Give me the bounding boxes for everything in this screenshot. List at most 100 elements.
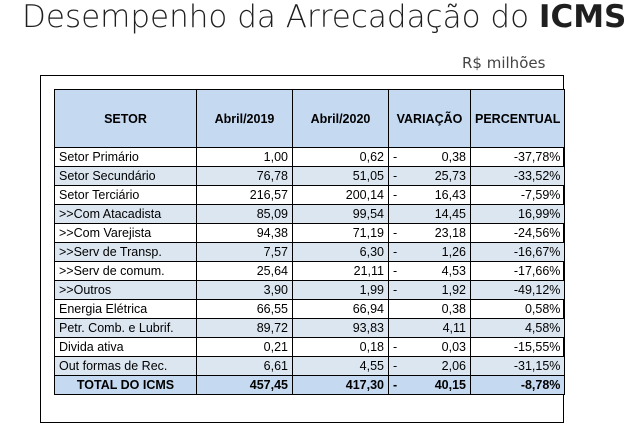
variacao-value: 0,03 <box>441 340 466 354</box>
cell-abril-2019: 85,09 <box>196 204 293 224</box>
variacao-value: 1,92 <box>441 283 466 297</box>
cell-variacao: 0,38 <box>388 299 471 319</box>
cell-percentual: 0,58% <box>469 299 566 319</box>
title-prefix: Desempenho da Arrecadação do <box>22 0 539 35</box>
cell-abril-2019: 7,57 <box>196 242 293 262</box>
cell-setor: Setor Terciário <box>54 185 197 205</box>
cell-abril-2020: 71,19 <box>292 223 389 243</box>
cell-setor: TOTAL DO ICMS <box>54 375 197 395</box>
variacao-value: 0,38 <box>441 302 466 316</box>
cell-abril-2019: 0,21 <box>196 337 293 357</box>
variacao-value: 0,38 <box>441 150 466 164</box>
cell-setor: Petr. Comb. e Lubrif. <box>54 318 197 338</box>
table-row: >>Com Atacadista 85,09 99,54 14,45 16,99% <box>54 204 566 224</box>
table-row: Setor Terciário 216,57 200,14- 16,43 -7,59% <box>54 185 566 205</box>
variacao-sign: - <box>393 378 398 392</box>
cell-abril-2020: 200,14 <box>292 185 389 205</box>
table-row: >>Serv de comum. 25,64 21,11- 4,53 -17,66% <box>54 261 566 281</box>
cell-percentual: -49,12% <box>469 280 566 300</box>
unit-label: R$ milhões <box>462 54 546 72</box>
cell-setor: >>Com Varejista <box>54 223 197 243</box>
cell-abril-2020: 6,30 <box>292 242 389 262</box>
variacao-sign: - <box>393 226 398 240</box>
cell-abril-2020: 21,11 <box>292 261 389 281</box>
cell-variacao: - 2,06 <box>388 356 471 376</box>
variacao-value: 4,11 <box>442 321 466 335</box>
cell-setor: Setor Secundário <box>54 166 197 186</box>
cell-variacao: - 1,92 <box>388 280 471 300</box>
variacao-wrap: 4,11 <box>393 321 466 335</box>
title-bold: ICMS <box>538 0 626 35</box>
cell-setor: >>Outros <box>54 280 197 300</box>
cell-percentual: -24,56% <box>469 223 566 243</box>
variacao-value: 23,18 <box>434 226 466 240</box>
cell-setor: >>Serv de comum. <box>54 261 197 281</box>
table-body: Setor Primário 1,00 0,62-0,38 -37,78% Setor … <box>54 147 566 395</box>
cell-percentual: -16,67% <box>469 242 566 262</box>
cell-percentual: 4,58% <box>469 318 566 338</box>
cell-variacao: - 40,15 <box>388 375 471 395</box>
variacao-value: 40,15 <box>434 378 466 392</box>
cell-percentual: -7,59% <box>469 185 566 205</box>
variacao-wrap: - 0,03 <box>393 340 466 354</box>
cell-abril-2019: 25,64 <box>196 261 293 281</box>
cell-percentual: -8,78% <box>469 375 566 395</box>
variacao-sign: - <box>393 245 398 259</box>
cell-setor: Out formas de Rec. <box>54 356 197 376</box>
table-row: Petr. Comb. e Lubrif. 89,72 93,83 4,11 4,58% <box>54 318 566 338</box>
cell-abril-2020: 66,94 <box>292 299 389 319</box>
cell-abril-2019: 3,90 <box>196 280 293 300</box>
variacao-wrap: - 40,15 <box>393 378 466 392</box>
cell-variacao: - 23,18 <box>388 223 471 243</box>
cell-abril-2020: 4,55 <box>292 356 389 376</box>
header-row: SETOR Abril/2019 Abril/2020 VARIAÇÃO PER… <box>54 89 566 148</box>
variacao-wrap: - 4,53 <box>393 264 466 278</box>
cell-percentual: -17,66% <box>469 261 566 281</box>
cell-setor: Energia Elétrica <box>54 299 197 319</box>
cell-abril-2019: 457,45 <box>196 375 293 395</box>
cell-abril-2020: 0,18 <box>292 337 389 357</box>
table-row: Divida ativa 0,21 0,18- 0,03 -15,55% <box>54 337 566 357</box>
variacao-wrap: - 25,73 <box>393 169 466 183</box>
cell-abril-2019: 6,61 <box>196 356 293 376</box>
variacao-wrap: - 1,26 <box>393 245 466 259</box>
cell-setor: Setor Primário <box>54 147 197 167</box>
cell-percentual: -31,15% <box>469 356 566 376</box>
variacao-value: 25,73 <box>434 169 466 183</box>
cell-abril-2020: 51,05 <box>292 166 389 186</box>
variacao-sign: - <box>393 188 398 202</box>
table-row: >>Outros 3,90 1,99- 1,92 -49,12% <box>54 280 566 300</box>
cell-variacao: - 4,53 <box>388 261 471 281</box>
cell-percentual: -33,52% <box>469 166 566 186</box>
header-variacao: VARIAÇÃO <box>388 89 471 148</box>
variacao-sign: - <box>393 150 398 164</box>
table-row: Out formas de Rec. 6,61 4,55 - 2,06 -31,15% <box>54 356 566 376</box>
variacao-wrap: - 2,06 <box>393 359 466 373</box>
cell-abril-2020: 0,62 <box>292 147 389 167</box>
variacao-value: 16,43 <box>434 188 466 202</box>
cell-percentual: -37,78% <box>469 147 566 167</box>
total-row: TOTAL DO ICMS 457,45 417,30- 40,15 -8,78% <box>54 375 566 395</box>
cell-percentual: -15,55% <box>469 337 566 357</box>
variacao-sign: - <box>393 264 398 278</box>
variacao-sign: - <box>393 283 398 297</box>
header-abril-2020: Abril/2020 <box>292 89 389 148</box>
cell-variacao: 4,11 <box>388 318 471 338</box>
variacao-value: 4,53 <box>441 264 466 278</box>
table-row: >>Com Varejista 94,38 71,19- 23,18 -24,56% <box>54 223 566 243</box>
cell-variacao: - 0,03 <box>388 337 471 357</box>
variacao-sign: - <box>393 359 398 373</box>
header-abril-2019: Abril/2019 <box>196 89 293 148</box>
variacao-sign: - <box>393 340 398 354</box>
cell-setor: >>Com Atacadista <box>54 204 197 224</box>
table-row: Energia Elétrica 66,55 66,94 0,38 0,58% <box>54 299 566 319</box>
cell-abril-2019: 76,78 <box>196 166 293 186</box>
cell-abril-2019: 66,55 <box>196 299 293 319</box>
variacao-wrap: - 1,92 <box>393 283 466 297</box>
table-row: >>Serv de Transp. 7,57 6,30- 1,26 -16,67% <box>54 242 566 262</box>
variacao-value: 1,26 <box>441 245 466 259</box>
cell-variacao: - 16,43 <box>388 185 471 205</box>
cell-setor: >>Serv de Transp. <box>54 242 197 262</box>
cell-variacao: - 1,26 <box>388 242 471 262</box>
cell-abril-2019: 89,72 <box>196 318 293 338</box>
